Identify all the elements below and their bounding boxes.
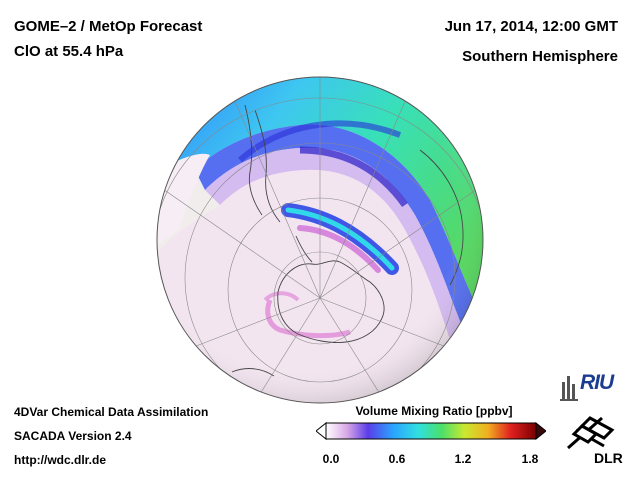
riu-logo-icon: [560, 376, 578, 401]
footer-version: SACADA Version 2.4: [14, 429, 132, 443]
colorbar-max-arrow: [535, 422, 546, 440]
colorbar-tick-2: 1.2: [454, 452, 472, 466]
colorbar-tick-3: 1.8: [521, 452, 539, 466]
colorbar-gradient: [325, 422, 537, 440]
dlr-logo: DLR: [594, 450, 623, 466]
colorbar-min-arrow: [316, 422, 327, 440]
hemisphere-label: Southern Hemisphere: [462, 48, 618, 65]
map-subtitle: ClO at 55.4 hPa: [14, 43, 124, 60]
riu-logo: RIU: [580, 371, 614, 394]
colorbar-tick-1: 0.6: [388, 452, 406, 466]
colorbar-title: Volume Mixing Ratio [ppbv]: [355, 404, 513, 418]
colorbar-tick-0: 0.0: [322, 452, 340, 466]
footer-method: 4DVar Chemical Data Assimilation: [14, 405, 209, 419]
dlr-logo-icon: [567, 416, 615, 450]
colorbar: [316, 422, 546, 440]
footer-url[interactable]: http://wdc.dlr.de: [14, 453, 106, 467]
globe-outline: [156, 76, 484, 404]
map-title: GOME–2 / MetOp Forecast: [14, 18, 203, 35]
forecast-date: Jun 17, 2014, 12:00 GMT: [444, 18, 618, 35]
